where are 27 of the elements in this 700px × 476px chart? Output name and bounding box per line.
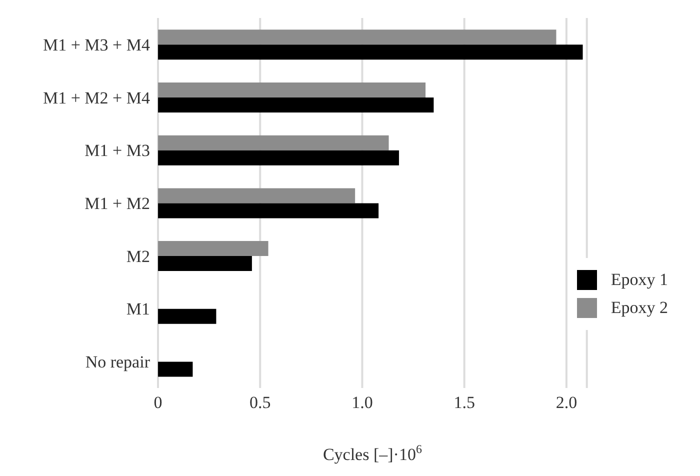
y-tick-label: M1 + M2 (84, 194, 150, 214)
x-tick-label: 0 (154, 393, 162, 412)
bar (158, 97, 434, 112)
x-tick-label: 1.5 (454, 393, 475, 412)
y-tick-label: M1 + M3 + M4 (42, 35, 150, 54)
legend-label: Epoxy 1 (610, 270, 668, 290)
bar (158, 30, 556, 45)
bar (158, 44, 583, 60)
bar (158, 241, 268, 256)
bar (158, 362, 193, 377)
x-axis-title: Cycles [–]·10$^{6}$ (322, 442, 422, 464)
y-tick-label: No repair (85, 352, 150, 372)
x-tick-label: 1.0 (352, 393, 373, 412)
bar (158, 308, 216, 324)
legend-label: Epoxy 2 (610, 298, 668, 318)
y-tick-label: M2 (126, 246, 150, 266)
bar (158, 256, 252, 272)
x-tick-label: 0.5 (249, 393, 271, 412)
x-tick-label: 2.0 (556, 393, 578, 412)
bar (158, 150, 399, 166)
bar (158, 82, 426, 98)
y-tick-label: M1 + M2 + M4 (42, 88, 150, 108)
bar (158, 203, 379, 218)
bar (158, 135, 389, 150)
y-tick-label: M1 + M3 (84, 141, 150, 160)
y-tick-label: M1 (126, 300, 150, 319)
bar (158, 188, 356, 204)
